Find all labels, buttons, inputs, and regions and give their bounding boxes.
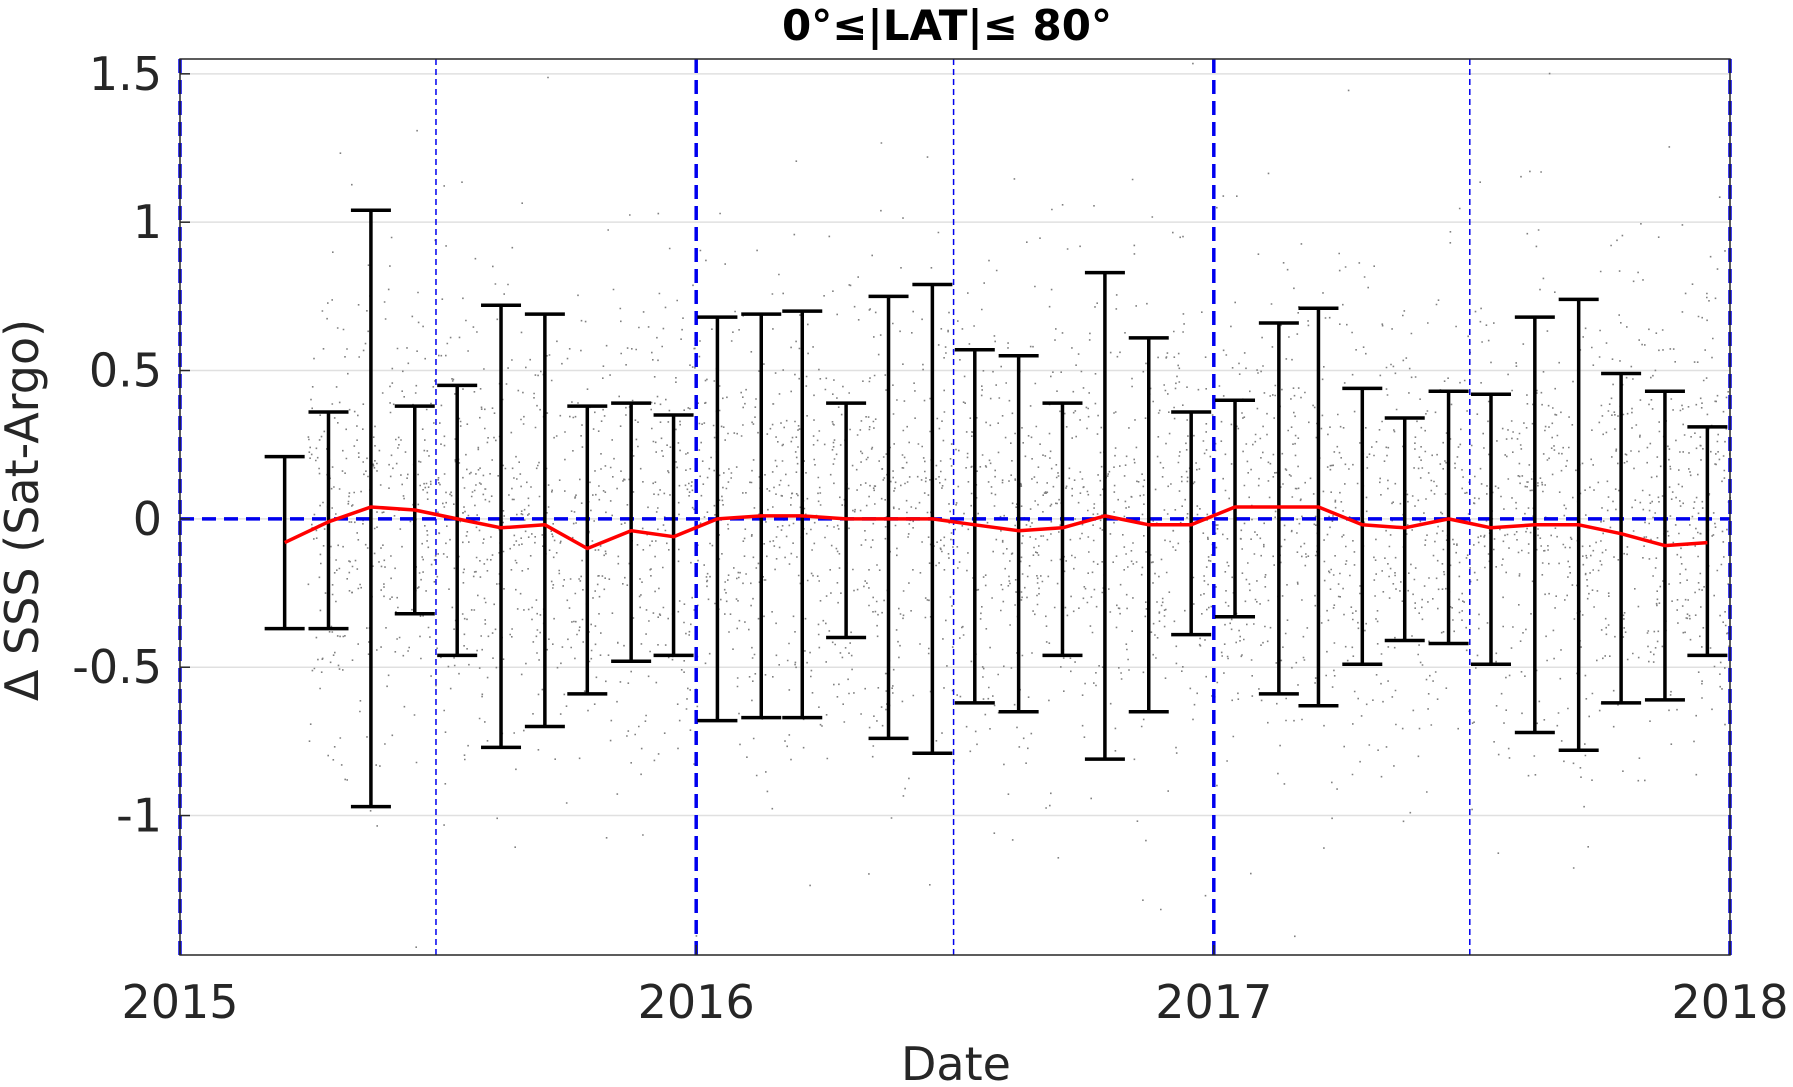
grid-lines	[180, 73, 1730, 817]
x-tick-label: 2016	[638, 975, 755, 1029]
errorbars	[264, 208, 1728, 809]
chart-title: 0°≤|LAT|≤ 80°	[782, 1, 1112, 50]
x-axis-label: Date	[901, 1037, 1011, 1087]
y-tick-label: -0.5	[72, 640, 162, 694]
y-tick-label: -1	[116, 789, 162, 843]
x-tick-label: 2018	[1671, 975, 1788, 1029]
errorbar	[264, 454, 305, 631]
x-tick-label: 2015	[121, 975, 238, 1029]
axes-box	[179, 58, 1731, 956]
reference-lines	[178, 59, 1732, 955]
errorbar	[998, 353, 1039, 714]
y-tick-label: 0.5	[89, 344, 162, 398]
y-tick-label: 0	[133, 492, 162, 546]
errorbar	[1687, 425, 1728, 658]
errorbar	[1601, 371, 1642, 705]
x-tick-label: 2017	[1155, 975, 1272, 1029]
y-tick-label: 1	[133, 195, 162, 249]
y-axis-label: Δ SSS (Sat-Argo)	[0, 319, 49, 701]
mean-line-layer	[283, 505, 1708, 551]
mean-line	[283, 505, 1708, 551]
errorbar	[524, 312, 565, 729]
axes	[179, 58, 1731, 956]
tick-labels: 1.5 1 0.5 0 -0.5 -1 2015 2016 2017 2018	[72, 47, 1788, 1029]
y-tick-label: 1.5	[89, 47, 162, 101]
